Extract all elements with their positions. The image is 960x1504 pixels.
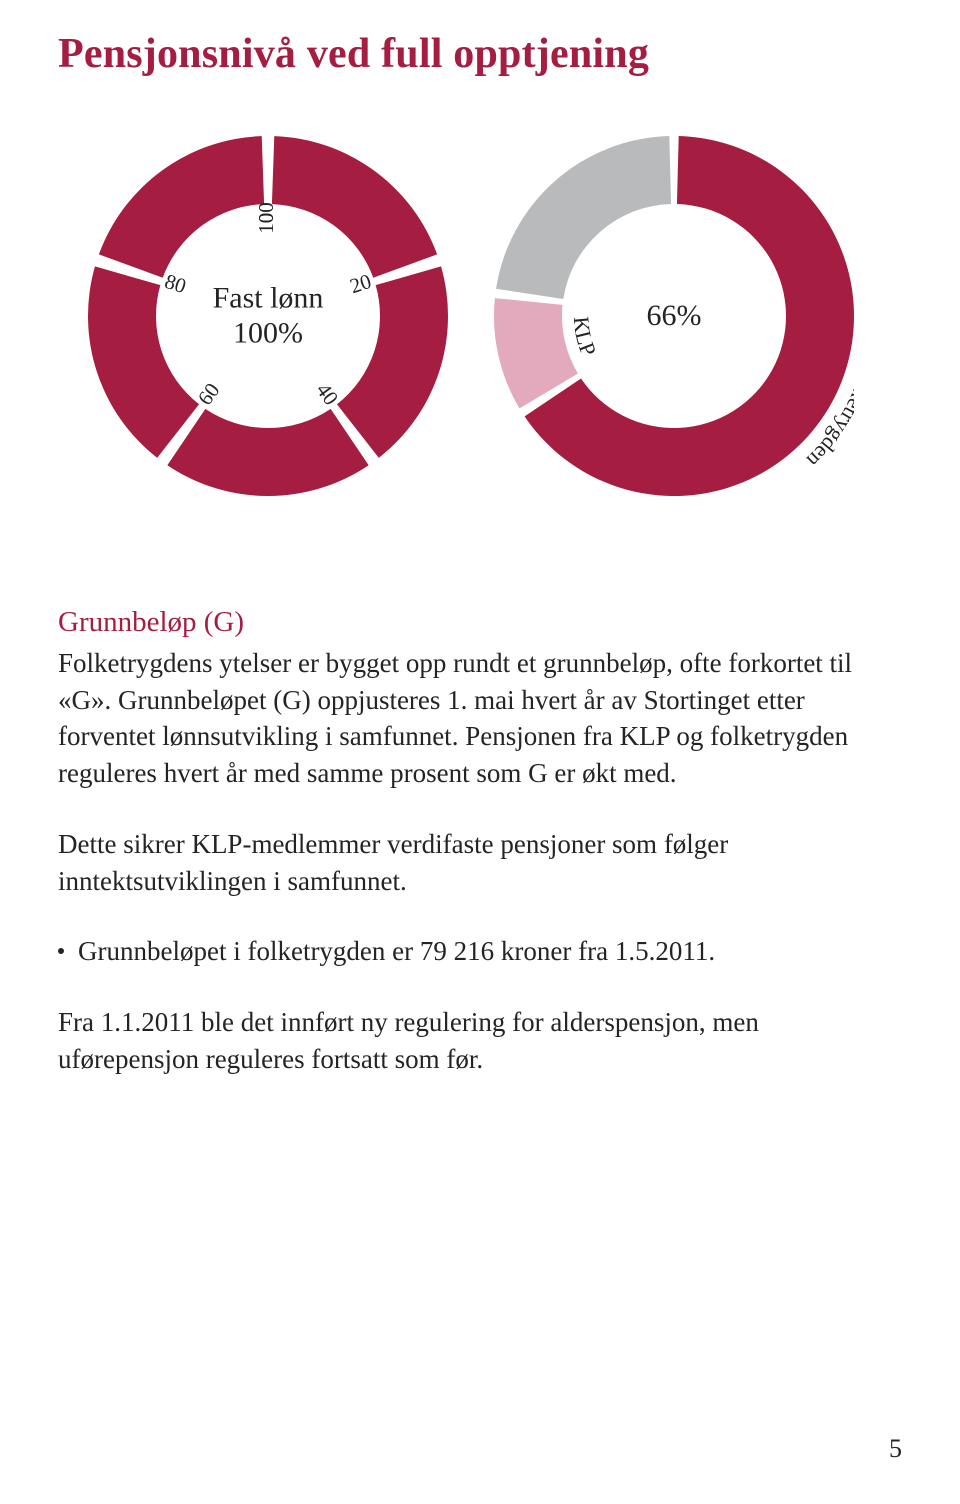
donut-right: FolketrygdenKLP 66% xyxy=(494,136,854,496)
svg-text:20: 20 xyxy=(347,269,374,298)
paragraph-2: Dette sikrer KLP-medlemmer verdifaste pe… xyxy=(58,826,902,899)
donut-left-center: Fast lønn 100% xyxy=(213,282,324,351)
svg-text:100: 100 xyxy=(254,202,278,234)
svg-text:KLP: KLP xyxy=(569,315,602,359)
bullet-dot-icon xyxy=(58,948,64,954)
paragraph-1: Folketrygdens ytelser er bygget opp rund… xyxy=(58,645,902,792)
donut-left: 020406080100 Fast lønn 100% xyxy=(88,136,448,496)
donut-left-center-line2: 100% xyxy=(213,316,324,351)
section-heading: Grunnbeløp (G) xyxy=(58,606,902,639)
charts-row: 020406080100 Fast lønn 100% Folketrygden… xyxy=(58,136,902,496)
bullet-row: Grunnbeløpet i folketrygden er 79 216 kr… xyxy=(58,933,902,970)
donut-right-center: 66% xyxy=(647,299,702,334)
donut-left-center-line1: Fast lønn xyxy=(213,282,324,317)
page-number: 5 xyxy=(889,1434,902,1464)
paragraph-3: Fra 1.1.2011 ble det innført ny reguleri… xyxy=(58,1004,902,1077)
svg-text:80: 80 xyxy=(162,269,189,298)
page-title: Pensjonsnivå ved full opptjening xyxy=(58,30,902,78)
bullet-text: Grunnbeløpet i folketrygden er 79 216 kr… xyxy=(78,933,715,970)
